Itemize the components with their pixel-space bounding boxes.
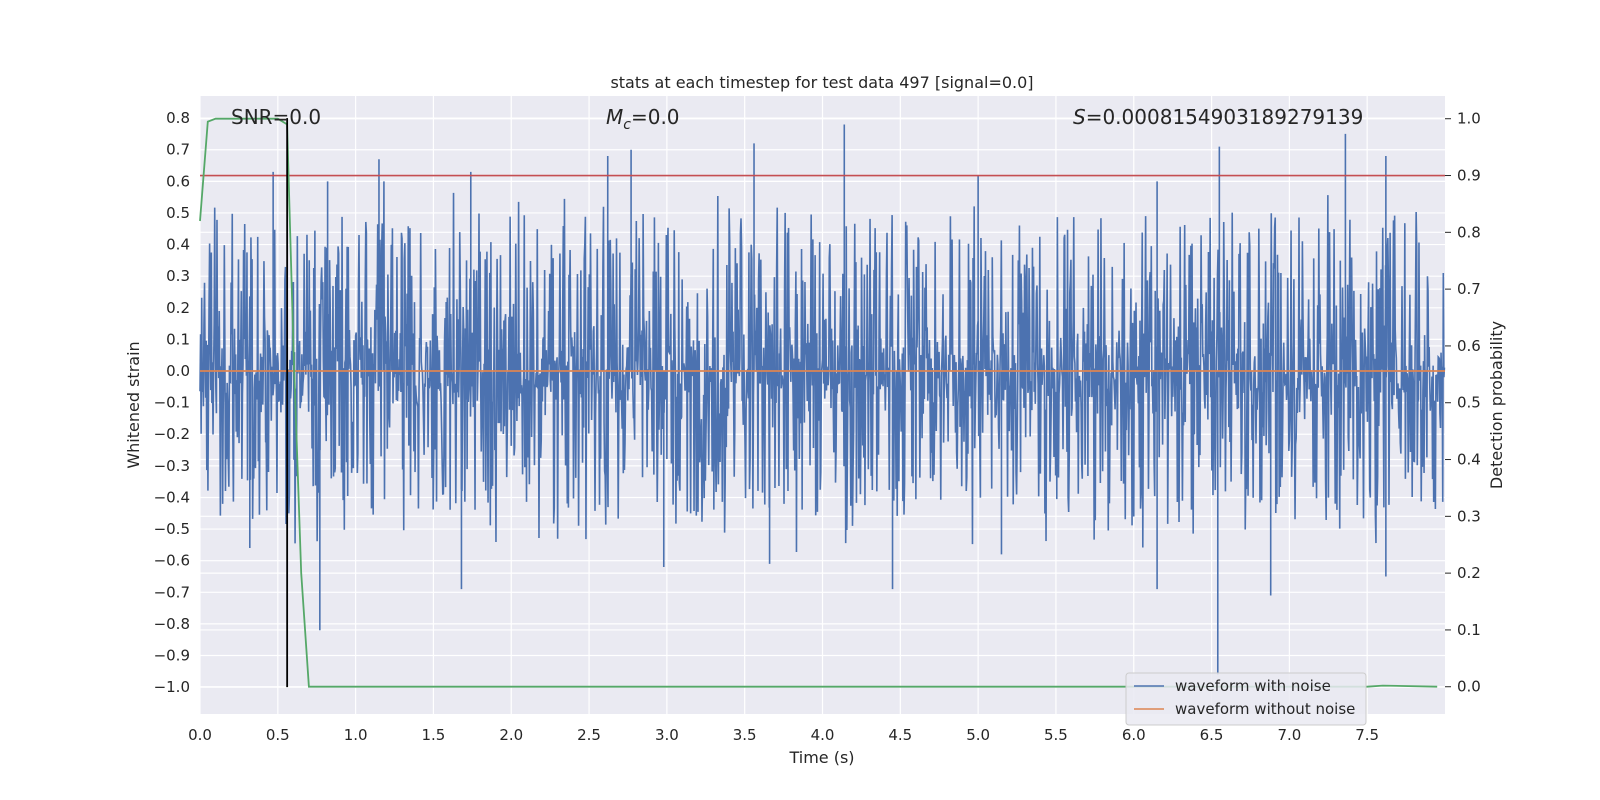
y2-tick-label: 1.0 [1457, 110, 1481, 128]
x-tick-label: 4.5 [888, 726, 912, 744]
y2-tick-label: 0.8 [1457, 223, 1481, 241]
x-tick-label: 5.0 [966, 726, 990, 744]
series-detection-probability [199, 117, 1438, 688]
y-tick-label: 0.5 [166, 204, 190, 222]
y-tick-label: 0.4 [166, 236, 190, 254]
x-tick-label: 5.5 [1044, 726, 1068, 744]
legend-box [1125, 672, 1367, 726]
y-tick-label: −0.5 [154, 520, 190, 538]
y2-tick-label: 0.4 [1457, 451, 1481, 469]
chirp-mass-value: =0.0 [631, 105, 680, 129]
chirp-mass-subscript: c [623, 117, 631, 133]
x-tick-label: 1.0 [344, 726, 368, 744]
y-tick-label: −0.2 [154, 425, 190, 443]
chart-title: stats at each timestep for test data 497… [610, 73, 1033, 92]
y-tick-label: 0.0 [166, 362, 190, 380]
x-tick-label: 3.5 [733, 726, 757, 744]
x-axis-label: Time (s) [788, 748, 854, 767]
y2-tick-label: 0.3 [1457, 507, 1481, 525]
x-tick-label: 0.0 [188, 726, 212, 744]
y2-tick-label: 0.2 [1457, 564, 1481, 582]
x-tick-label: 2.0 [499, 726, 523, 744]
x-tick-label: 4.0 [811, 726, 835, 744]
y-axis-label: Whitened strain [124, 341, 143, 468]
legend-label-clean: waveform without noise [1175, 700, 1355, 718]
y-tick-label: 0.1 [166, 330, 190, 348]
x-tick-label: 3.0 [655, 726, 679, 744]
y-tick-label: −1.0 [154, 678, 190, 696]
y-tick-label: −0.8 [154, 615, 190, 633]
x-tick-label: 6.0 [1122, 726, 1146, 744]
y2-axis-label: Detection probability [1487, 321, 1506, 489]
x-tick-label: 7.5 [1355, 726, 1379, 744]
y2-tick-label: 0.6 [1457, 337, 1481, 355]
x-tick-label: 2.5 [577, 726, 601, 744]
y2-tick-label: 0.0 [1457, 678, 1481, 696]
y2-tick-label: 0.7 [1457, 280, 1481, 298]
series-waveform-with-noise [199, 124, 1446, 675]
y2-tick-label: 0.1 [1457, 621, 1481, 639]
y-tick-label: −0.3 [154, 457, 190, 475]
y-axis-ticks: 0.8 0.7 0.6 0.5 0.4 0.3 0.2 0.1 0.0 −0.1 −0.2 −0.3 −… [154, 109, 190, 696]
y2-axis-ticks: 1.0 0.9 0.8 0.7 0.6 0.5 0.4 0.3 0.2 0.1 0.0 [1445, 110, 1481, 696]
chirp-mass-symbol: M [606, 105, 623, 129]
y2-tick-label: 0.9 [1457, 167, 1481, 185]
y-tick-label: −0.7 [154, 583, 190, 601]
y-tick-label: −0.9 [154, 647, 190, 665]
noise-trace [199, 181, 1446, 553]
y-tick-label: −0.6 [154, 552, 190, 570]
x-tick-label: 1.5 [422, 726, 446, 744]
legend: waveform with noise waveform without noi… [1125, 672, 1367, 726]
y-tick-label: 0.7 [166, 141, 190, 159]
legend-label-noise: waveform with noise [1175, 677, 1331, 695]
score-value: =0.000815490318927913​9 [1086, 105, 1364, 129]
y-tick-label: 0.3 [166, 267, 190, 285]
chirp-mass-annotation: Mc=0.0 [606, 105, 680, 133]
y-tick-label: 0.6 [166, 172, 190, 190]
x-axis-ticks: 0.0 0.5 1.0 1.5 2.0 2.5 3.0 3.5 4.0 4.5 5.0 5.5 6.0 6… [188, 726, 1379, 744]
x-tick-label: 0.5 [266, 726, 290, 744]
x-tick-label: 7.0 [1277, 726, 1301, 744]
y-tick-label: −0.4 [154, 488, 190, 506]
y-tick-label: 0.2 [166, 299, 190, 317]
score-symbol: S [1073, 105, 1086, 129]
score-annotation: S=0.000815490318927913​9 [1073, 105, 1363, 129]
y-tick-label: 0.8 [166, 109, 190, 127]
x-tick-label: 6.5 [1200, 726, 1224, 744]
y-tick-label: −0.1 [154, 394, 190, 412]
snr-annotation: SNR=0.0 [231, 105, 321, 129]
y2-tick-label: 0.5 [1457, 394, 1481, 412]
